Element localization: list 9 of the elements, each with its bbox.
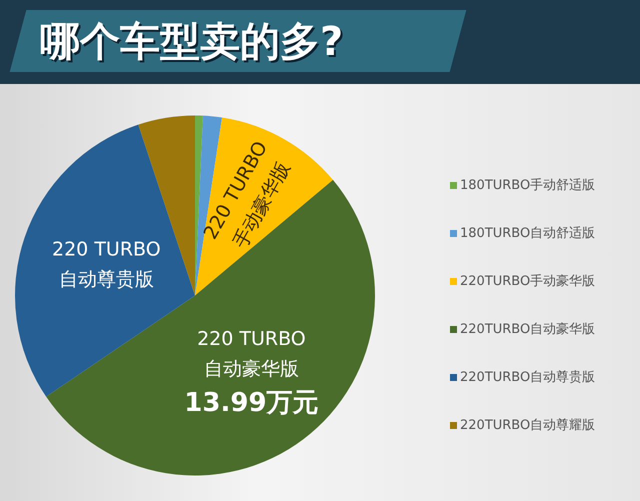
legend-label: 180TURBO自动舒适版 [459, 225, 596, 243]
legend-label: 220TURBO自动豪华版 [459, 321, 596, 339]
text: 220 TURBO 自动尊贵版 [52, 238, 161, 290]
legend-label: 180TURBO手动舒适版 [459, 177, 596, 195]
legend-label: 220TURBO手动豪华版 [459, 273, 596, 291]
legend-label: 220TURBO自动尊贵版 [459, 369, 596, 387]
legend-label: 220TURBO自动尊耀版 [459, 417, 596, 435]
text: 220 TURBO 自动豪华版 13.99万元 [184, 328, 319, 418]
chart-title: 哪个车型卖的多? [40, 18, 344, 67]
